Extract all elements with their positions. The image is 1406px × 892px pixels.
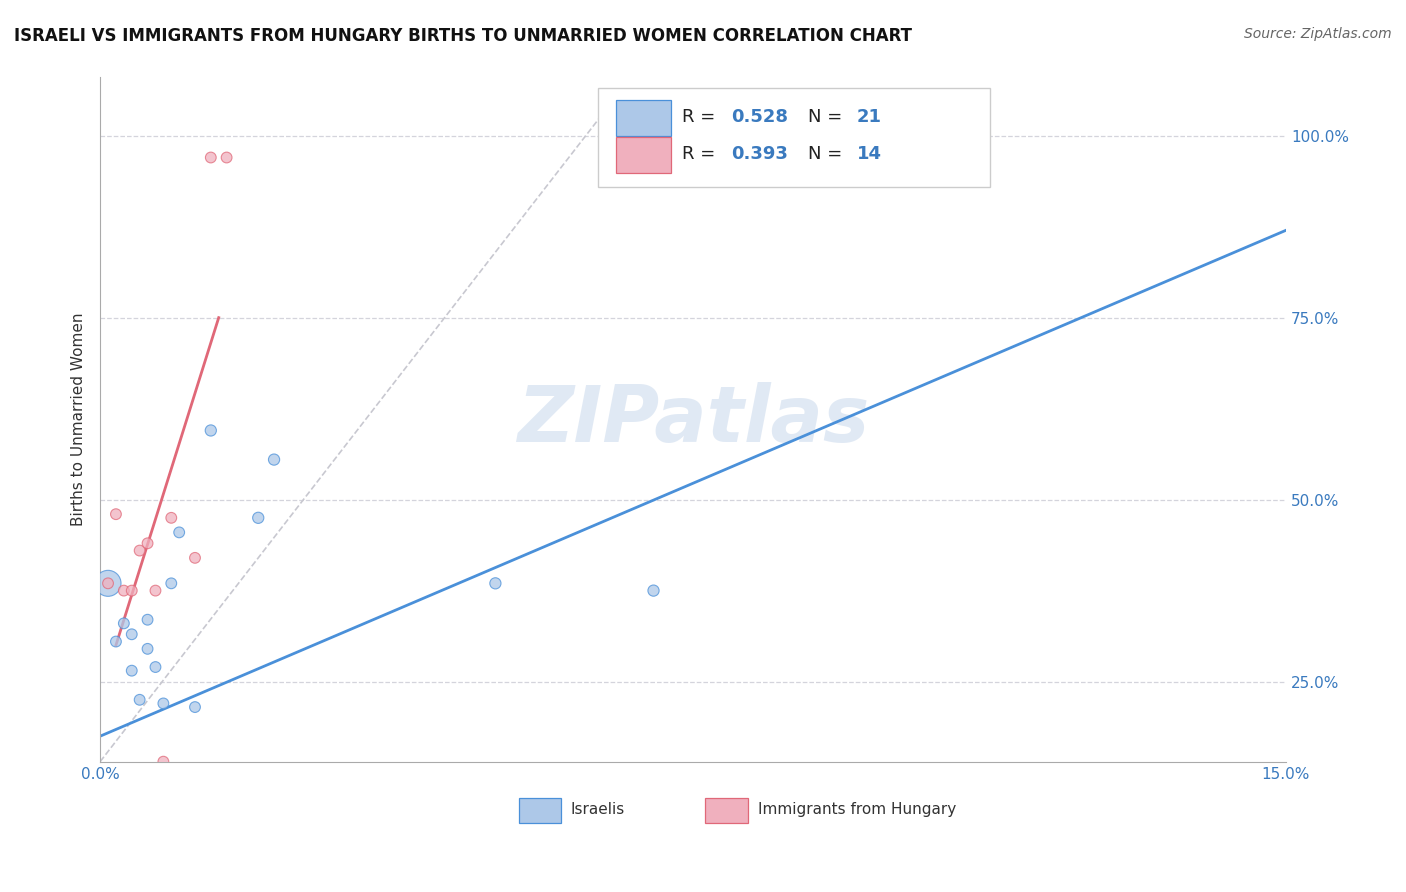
Point bbox=[184, 700, 207, 714]
Point bbox=[136, 613, 159, 627]
Point bbox=[247, 511, 270, 525]
Point bbox=[152, 697, 174, 711]
Text: Immigrants from Hungary: Immigrants from Hungary bbox=[758, 802, 956, 817]
Text: N =: N = bbox=[808, 108, 848, 126]
Point bbox=[121, 583, 143, 598]
FancyBboxPatch shape bbox=[598, 87, 990, 187]
Text: N =: N = bbox=[808, 145, 848, 163]
Point bbox=[643, 583, 665, 598]
Point bbox=[104, 634, 127, 648]
Point bbox=[215, 151, 238, 165]
Point bbox=[136, 641, 159, 656]
Point bbox=[145, 583, 167, 598]
Point bbox=[112, 616, 135, 631]
Point bbox=[160, 576, 183, 591]
Point bbox=[160, 511, 183, 525]
Point bbox=[121, 664, 143, 678]
Point bbox=[104, 507, 127, 521]
Point bbox=[145, 660, 167, 674]
Point bbox=[152, 755, 174, 769]
Point bbox=[800, 128, 823, 143]
FancyBboxPatch shape bbox=[519, 798, 561, 823]
FancyBboxPatch shape bbox=[616, 137, 671, 172]
FancyBboxPatch shape bbox=[616, 100, 671, 136]
Point bbox=[112, 583, 135, 598]
Point bbox=[128, 543, 150, 558]
Text: 0.528: 0.528 bbox=[731, 108, 787, 126]
Point bbox=[200, 151, 222, 165]
Point bbox=[200, 424, 222, 438]
Text: R =: R = bbox=[682, 145, 721, 163]
Point bbox=[97, 576, 120, 591]
Point bbox=[167, 525, 190, 540]
Text: ISRAELI VS IMMIGRANTS FROM HUNGARY BIRTHS TO UNMARRIED WOMEN CORRELATION CHART: ISRAELI VS IMMIGRANTS FROM HUNGARY BIRTH… bbox=[14, 27, 912, 45]
Point bbox=[136, 536, 159, 550]
Text: Source: ZipAtlas.com: Source: ZipAtlas.com bbox=[1244, 27, 1392, 41]
Point bbox=[263, 452, 285, 467]
Text: ZIPatlas: ZIPatlas bbox=[517, 382, 869, 458]
Point bbox=[97, 576, 120, 591]
Point bbox=[484, 576, 506, 591]
Point bbox=[184, 550, 207, 565]
Text: 21: 21 bbox=[856, 108, 882, 126]
Y-axis label: Births to Unmarried Women: Births to Unmarried Women bbox=[72, 313, 86, 526]
FancyBboxPatch shape bbox=[704, 798, 748, 823]
Point bbox=[121, 627, 143, 641]
Text: Israelis: Israelis bbox=[571, 802, 626, 817]
Text: 0.393: 0.393 bbox=[731, 145, 787, 163]
Text: 14: 14 bbox=[856, 145, 882, 163]
Point bbox=[128, 693, 150, 707]
Text: R =: R = bbox=[682, 108, 721, 126]
